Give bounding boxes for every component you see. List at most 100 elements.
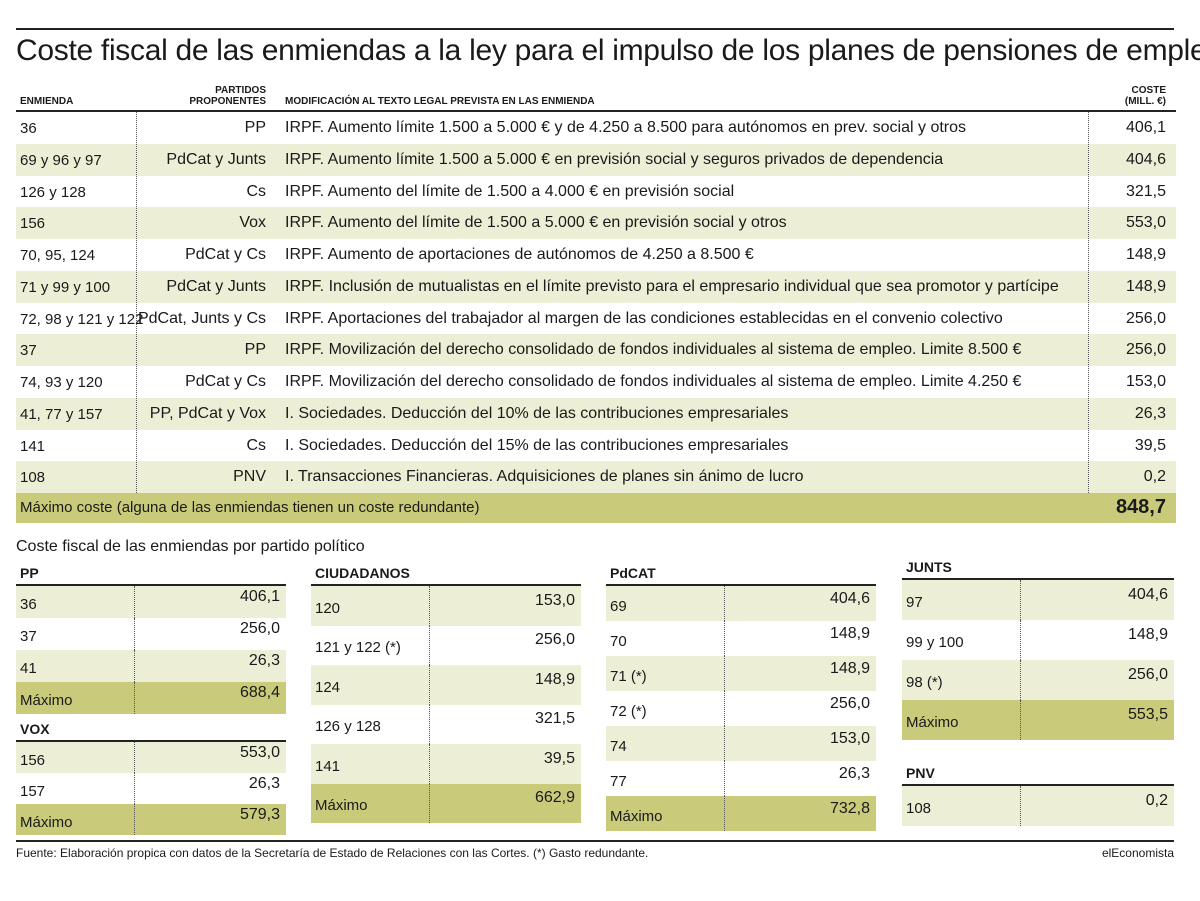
party-row: 99 y 100 148,9: [902, 620, 1174, 660]
header-coste-line2: (MILL. €): [1124, 96, 1166, 107]
cell-modificacion: IRPF. Movilización del derecho consolida…: [285, 373, 1022, 390]
party-row: 120 153,0: [311, 586, 581, 626]
party-row-label: 77: [610, 772, 627, 790]
party-row-value: 26,3: [248, 774, 280, 792]
party-table-pp: PP 36 406,1 37 256,0 41 26,3 Máximo 688,4: [16, 562, 286, 714]
party-row-value: 321,5: [534, 710, 575, 728]
party-row-label: 141: [315, 757, 341, 775]
party-divider: [1020, 786, 1021, 826]
party-divider: [724, 586, 725, 621]
party-row-value: 26,3: [838, 764, 870, 782]
table-row: 71 y 99 y 100 PdCat y Junts IRPF. Inclusió…: [16, 270, 1176, 303]
divider-2: [1088, 112, 1089, 493]
party-row: 69 404,6: [606, 586, 876, 621]
cell-modificacion: IRPF. Aumento del límite de 1.500 a 4.00…: [285, 182, 735, 200]
party-row-label: 71 (*): [610, 667, 647, 685]
party-table-pnv: PNV 108 0,2: [902, 762, 1174, 826]
party-max-row: Máximo 553,5: [902, 700, 1174, 740]
cell-coste: 256,0: [1125, 309, 1166, 327]
party-divider: [134, 773, 135, 804]
party-divider: [134, 804, 135, 835]
party-divider: [429, 704, 430, 744]
party-max-row: Máximo 732,8: [606, 796, 876, 831]
party-table-vox: VOX 156 553,0 157 26,3 Máximo 579,3: [16, 718, 286, 835]
party-row-label: 126 y 128: [315, 718, 381, 736]
party-divider: [429, 586, 430, 626]
party-row-label: 69: [610, 597, 627, 615]
party-rule: [16, 740, 286, 742]
cell-coste: 148,9: [1125, 277, 1166, 295]
cell-modificacion: IRPF. Aumento límite 1.500 a 5.000 € y d…: [285, 119, 967, 136]
party-row: 141 39,5: [311, 744, 581, 784]
party-row-value: 732,8: [829, 799, 870, 817]
header-modificacion: MODIFICACIÓN AL TEXTO LEGAL PREVISTA EN …: [285, 96, 595, 107]
table-row: 37 PP IRPF. Movilización del derecho conso…: [16, 334, 1176, 366]
party-divider: [429, 625, 430, 665]
party-divider: [429, 783, 430, 823]
party-divider: [1020, 660, 1021, 700]
cell-partidos: PP, PdCat y Vox: [149, 404, 266, 422]
party-row-label: Máximo: [315, 797, 368, 815]
party-max-row: Máximo 688,4: [16, 682, 286, 714]
party-max-row: Máximo 579,3: [16, 804, 286, 835]
table-row: 41, 77 y 157 PP, PdCat y Vox I. Sociedades…: [16, 397, 1176, 430]
party-row: 37 256,0: [16, 618, 286, 650]
party-name: VOX: [20, 721, 50, 737]
divider-1: [136, 112, 137, 493]
party-row: 70 148,9: [606, 621, 876, 656]
party-row-value: 153,0: [534, 591, 575, 609]
cell-coste: 321,5: [1125, 182, 1166, 200]
party-row-label: 72 (*): [610, 702, 647, 720]
party-row: 126 y 128 321,5: [311, 704, 581, 744]
cell-partidos: PdCat y Cs: [185, 373, 266, 390]
party-row-label: 157: [20, 782, 46, 800]
cell-modificacion: I. Sociedades. Deducción del 10% de las …: [285, 404, 789, 422]
table-row: 141 Cs I. Sociedades. Deducción del 15% de…: [16, 430, 1176, 462]
cell-coste: 153,0: [1125, 373, 1166, 390]
header-rule: [16, 110, 1176, 112]
cell-modificacion: IRPF. Inclusión de mutualistas en el lím…: [285, 277, 1059, 295]
header-enmienda: ENMIENDA: [20, 96, 74, 107]
party-row-value: 148,9: [829, 624, 870, 642]
cell-coste: 148,9: [1125, 246, 1166, 263]
party-row-value: 406,1: [239, 588, 280, 605]
party-row-label: 108: [906, 800, 932, 817]
party-row-label: 70: [610, 632, 627, 650]
party-divider: [724, 621, 725, 656]
cell-coste: 26,3: [1134, 404, 1166, 422]
party-row-label: 99 y 100: [906, 634, 964, 651]
party-rule: [606, 584, 876, 586]
header-coste-line1: COSTE: [1131, 85, 1166, 96]
cell-partidos: PP: [244, 119, 266, 136]
top-rule: [16, 28, 1174, 30]
party-row-label: 41: [20, 660, 37, 677]
header-partidos-line2: PROPONENTES: [189, 96, 266, 107]
party-divider: [134, 586, 135, 618]
cell-enmienda: 141: [20, 437, 46, 455]
party-divider: [134, 742, 135, 773]
header-coste: COSTE (MILL. €): [1125, 85, 1166, 107]
party-row: 97 404,6: [902, 580, 1174, 620]
table-row: 108 PNV I. Transacciones Financieras. Adqu…: [16, 461, 1176, 493]
cell-enmienda: 69 y 96 y 97: [20, 151, 102, 169]
party-row-label: Máximo: [20, 692, 73, 709]
brand-label: elEconomista: [1101, 846, 1174, 860]
party-row-value: 553,5: [1127, 706, 1168, 723]
party-row-value: 256,0: [1127, 666, 1168, 683]
source-note: Fuente: Elaboración propica con datos de…: [16, 846, 649, 860]
cell-partidos: PdCat, Junts y Cs: [137, 309, 266, 327]
party-row: 124 148,9: [311, 665, 581, 705]
party-divider: [724, 796, 725, 831]
party-name: PP: [20, 565, 39, 581]
cell-coste: 39,5: [1134, 436, 1166, 454]
party-row: 98 (*) 256,0: [902, 660, 1174, 700]
main-rows: 36 PP IRPF. Aumento límite 1.500 a 5.000 €…: [16, 112, 1176, 493]
cell-modificacion: I. Sociedades. Deducción del 15% de las …: [285, 436, 789, 454]
party-row-value: 662,9: [534, 789, 575, 807]
cell-enmienda: 71 y 99 y 100: [20, 278, 111, 296]
party-row-label: 124: [315, 678, 341, 696]
party-row-value: 404,6: [829, 589, 870, 607]
cell-modificacion: IRPF. Aumento límite 1.500 a 5.000 € en …: [285, 150, 944, 168]
cell-enmienda: 36: [20, 120, 37, 137]
party-row-label: 74: [610, 737, 627, 755]
